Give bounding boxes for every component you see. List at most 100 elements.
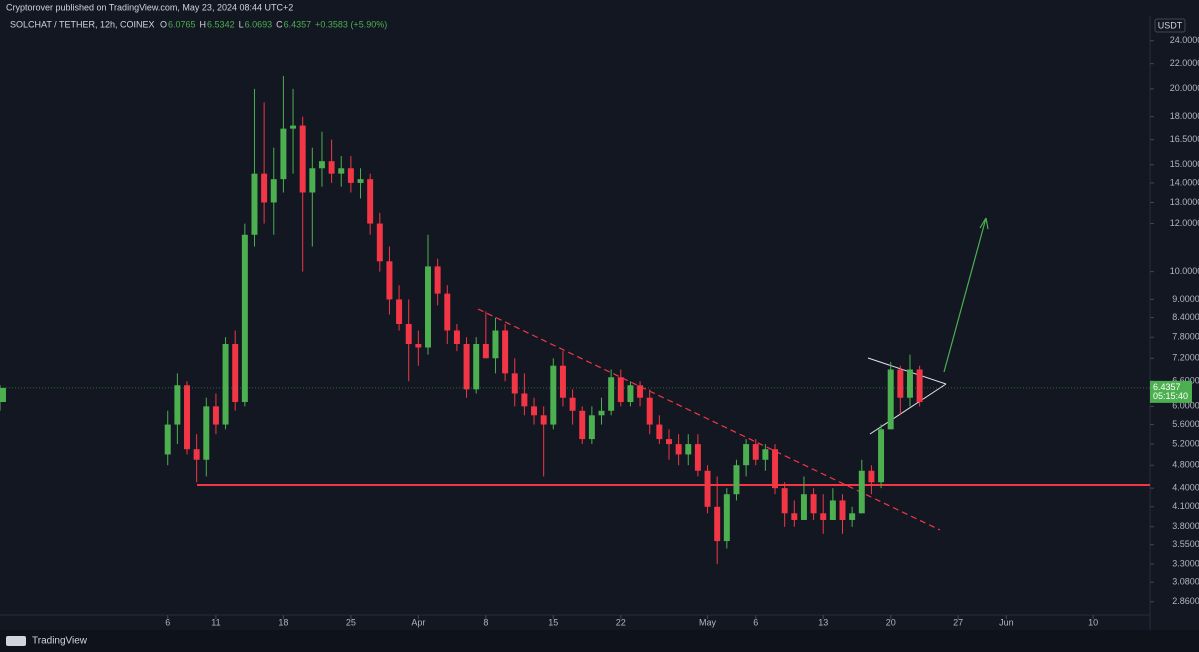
candle-body	[415, 344, 422, 348]
last-price-box	[1150, 380, 1192, 403]
candle-body	[646, 397, 653, 425]
candle-body	[241, 234, 248, 403]
candle-body	[608, 377, 615, 411]
candle-body	[723, 494, 730, 542]
candle-body	[453, 330, 460, 345]
candle-body	[820, 513, 827, 520]
legend-label: H	[200, 19, 207, 29]
x-tick-label: 8	[483, 617, 488, 627]
candle-body	[463, 344, 470, 390]
candle-body	[762, 449, 769, 460]
candle-body	[338, 168, 345, 174]
candle-body	[492, 330, 499, 359]
candle-body	[829, 500, 836, 520]
y-tick-label: 5.6000	[1172, 419, 1199, 429]
candle-body	[704, 470, 711, 507]
y-tick-label: 14.0000	[1170, 177, 1199, 187]
candle-body	[164, 424, 171, 455]
candle-body	[386, 261, 393, 300]
candle-body	[858, 470, 865, 514]
y-tick-label: 20.0000	[1170, 83, 1199, 93]
x-tick-label: 25	[346, 617, 356, 627]
candle-body	[222, 344, 229, 425]
candle-body	[569, 397, 576, 411]
y-tick-label: 22.0000	[1170, 58, 1199, 68]
legend-label: O	[160, 19, 167, 29]
candle-body	[781, 488, 788, 514]
candle-body	[916, 369, 923, 403]
x-tick-label: 20	[886, 617, 896, 627]
candle-body	[617, 377, 624, 403]
x-tick-label: 10	[1088, 617, 1098, 627]
y-tick-label: 9.0000	[1172, 294, 1199, 304]
candle-body	[550, 365, 557, 425]
y-tick-label: 13.0000	[1170, 197, 1199, 207]
legend-value: 6.0765	[168, 19, 196, 29]
legend-value: 6.0693	[245, 19, 273, 29]
x-tick-label: Apr	[411, 617, 425, 627]
arrow-head	[979, 217, 989, 230]
candle-body	[906, 369, 913, 398]
candle-body	[598, 410, 605, 416]
x-tick-label: 13	[818, 617, 828, 627]
candle-body	[434, 266, 441, 294]
x-tick-label: 18	[278, 617, 288, 627]
candle-body	[839, 500, 846, 520]
candle-body	[694, 444, 701, 471]
candle-body	[299, 125, 306, 193]
y-tick-label: 2.8600	[1172, 596, 1199, 606]
candle-body	[887, 369, 894, 430]
legend-label: L	[239, 19, 244, 29]
candle-body	[444, 293, 451, 331]
triangle-bottom	[869, 383, 947, 435]
candle-body	[714, 506, 721, 542]
candle-body	[502, 330, 509, 374]
candle-body	[743, 444, 750, 466]
y-tick-label: 3.5500	[1172, 539, 1199, 549]
legend-change: +0.3583 (+5.90%)	[315, 19, 387, 29]
x-tick-label: 27	[953, 617, 963, 627]
y-tick-label: 4.4000	[1172, 483, 1199, 493]
x-tick-label: 15	[548, 617, 558, 627]
candle-body	[772, 449, 779, 489]
candle-body	[396, 299, 403, 324]
candle-body	[357, 179, 364, 183]
currency: USDT	[1158, 20, 1183, 30]
y-tick-label: 10.0000	[1170, 266, 1199, 276]
countdown: 05:15:40	[1153, 391, 1188, 401]
candle-body	[752, 444, 759, 460]
candle-body	[318, 161, 325, 169]
candle-body	[367, 179, 374, 224]
candle-body	[193, 449, 200, 460]
y-tick-label: 15.0000	[1170, 159, 1199, 169]
candle-body	[203, 406, 210, 460]
legend-value: 6.4357	[284, 19, 312, 29]
x-tick-label: Jun	[999, 617, 1014, 627]
candle-body	[656, 424, 663, 440]
candle-body	[261, 173, 268, 203]
candle-body	[232, 344, 239, 403]
candle-body	[251, 173, 258, 235]
candle-body	[878, 429, 885, 483]
candle-body	[270, 179, 277, 203]
y-tick-label: 4.8000	[1172, 460, 1199, 470]
candle-body	[473, 344, 480, 390]
candle-body	[521, 393, 528, 407]
y-tick-label: 3.0800	[1172, 577, 1199, 587]
y-tick-label: 6.0000	[1172, 401, 1199, 411]
candle-body	[579, 410, 586, 440]
candle-body	[482, 344, 489, 359]
candle-body	[511, 373, 518, 394]
candle-body	[627, 385, 634, 403]
candle-body	[531, 406, 538, 416]
legend-value: 6.5342	[207, 19, 235, 29]
y-tick-label: 5.2000	[1172, 438, 1199, 448]
x-tick-label: May	[699, 617, 717, 627]
x-tick-label: 22	[616, 617, 626, 627]
candle-body	[405, 323, 412, 345]
y-tick-label: 18.0000	[1170, 111, 1199, 121]
candle-body	[290, 125, 297, 129]
y-tick-label: 4.1000	[1172, 501, 1199, 511]
candle-body	[328, 161, 335, 174]
candle-body	[868, 470, 875, 483]
